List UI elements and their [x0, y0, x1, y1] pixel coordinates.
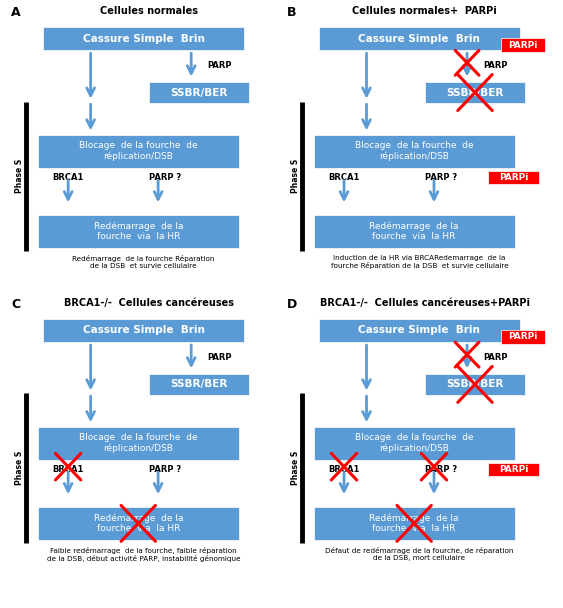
Text: SSBR/BER: SSBR/BER [446, 88, 504, 97]
FancyBboxPatch shape [38, 507, 239, 540]
FancyBboxPatch shape [314, 427, 515, 460]
Text: Redémarrage  de la fourche Réparation
de la DSB  et survie cellulaire: Redémarrage de la fourche Réparation de … [73, 255, 215, 269]
Text: PARP ?: PARP ? [149, 173, 181, 182]
FancyBboxPatch shape [43, 319, 244, 342]
Text: Redémarrage  de la
fourche  via  la HR: Redémarrage de la fourche via la HR [369, 221, 459, 241]
Text: BRCA1: BRCA1 [328, 173, 360, 182]
Text: PARP ?: PARP ? [425, 173, 457, 182]
Text: BRCA1-/-  Cellules cancéreuses: BRCA1-/- Cellules cancéreuses [64, 298, 234, 308]
FancyBboxPatch shape [38, 215, 239, 248]
Text: Blocage  de la fourche  de
réplication/DSB: Blocage de la fourche de réplication/DSB [79, 433, 198, 453]
Text: Redémarrage  de la
fourche  via  la HR: Redémarrage de la fourche via la HR [369, 513, 459, 533]
FancyBboxPatch shape [38, 135, 239, 168]
Text: PARP: PARP [483, 353, 507, 362]
Text: Blocage  de la fourche  de
réplication/DSB: Blocage de la fourche de réplication/DSB [355, 141, 473, 161]
Text: PARP ?: PARP ? [425, 465, 457, 474]
Text: SSBR/BER: SSBR/BER [171, 379, 228, 389]
Text: BRCA1-/-  Cellules cancéreuses+PARPi: BRCA1-/- Cellules cancéreuses+PARPi [320, 298, 530, 308]
Text: Cassure Simple  Brin: Cassure Simple Brin [83, 33, 204, 44]
Text: SSBR/BER: SSBR/BER [171, 88, 228, 97]
FancyBboxPatch shape [488, 171, 538, 184]
Text: Phase S: Phase S [291, 159, 300, 193]
Text: C: C [11, 298, 20, 311]
FancyBboxPatch shape [425, 82, 525, 103]
FancyBboxPatch shape [149, 374, 249, 395]
Text: SSBR/BER: SSBR/BER [446, 379, 504, 389]
Text: PARP: PARP [207, 61, 231, 70]
Text: Blocage  de la fourche  de
réplication/DSB: Blocage de la fourche de réplication/DSB [79, 141, 198, 161]
Text: B: B [287, 6, 297, 19]
FancyBboxPatch shape [314, 507, 515, 540]
Text: Faible redémarrage  de la fourche, faible réparation
de la DSB, début activité P: Faible redémarrage de la fourche, faible… [47, 547, 240, 562]
FancyBboxPatch shape [502, 330, 545, 344]
Text: BRCA1: BRCA1 [328, 465, 360, 474]
Text: PARP: PARP [483, 61, 507, 70]
Text: PARPi: PARPi [508, 333, 538, 342]
Text: Redémarrage  de la
fourche  via  la HR: Redémarrage de la fourche via la HR [93, 513, 183, 533]
Text: Redémarrage  de la
fourche  via  la HR: Redémarrage de la fourche via la HR [93, 221, 183, 241]
Text: Défaut de redémarrage de la fourche, de réparation
de la DSB, mort cellulaire: Défaut de redémarrage de la fourche, de … [325, 547, 513, 561]
Text: Cassure Simple  Brin: Cassure Simple Brin [359, 325, 480, 336]
Text: Induction de la HR via BRCARedemarrage  de la
fourche Réparation de la DSB  et s: Induction de la HR via BRCARedemarrage d… [330, 255, 508, 269]
Text: Cellules normales: Cellules normales [100, 6, 198, 16]
FancyBboxPatch shape [38, 427, 239, 460]
Text: BRCA1: BRCA1 [52, 465, 84, 474]
FancyBboxPatch shape [43, 27, 244, 50]
Text: Phase S: Phase S [291, 451, 300, 485]
Text: BRCA1: BRCA1 [52, 173, 84, 182]
Text: PARP: PARP [207, 353, 231, 362]
Text: Blocage  de la fourche  de
réplication/DSB: Blocage de la fourche de réplication/DSB [355, 433, 473, 453]
FancyBboxPatch shape [502, 38, 545, 52]
Text: Cellules normales+  PARPi: Cellules normales+ PARPi [352, 6, 497, 16]
FancyBboxPatch shape [149, 82, 249, 103]
Text: PARP ?: PARP ? [149, 465, 181, 474]
Text: PARPi: PARPi [499, 465, 528, 474]
Text: Cassure Simple  Brin: Cassure Simple Brin [83, 325, 204, 336]
Text: D: D [287, 298, 297, 311]
FancyBboxPatch shape [319, 319, 520, 342]
FancyBboxPatch shape [319, 27, 520, 50]
Text: Phase S: Phase S [15, 451, 24, 485]
FancyBboxPatch shape [314, 215, 515, 248]
FancyBboxPatch shape [488, 463, 538, 475]
Text: Phase S: Phase S [15, 159, 24, 193]
FancyBboxPatch shape [314, 135, 515, 168]
Text: A: A [11, 6, 21, 19]
FancyBboxPatch shape [425, 374, 525, 395]
Text: PARPi: PARPi [499, 173, 528, 182]
Text: Cassure Simple  Brin: Cassure Simple Brin [359, 33, 480, 44]
Text: PARPi: PARPi [508, 41, 538, 50]
